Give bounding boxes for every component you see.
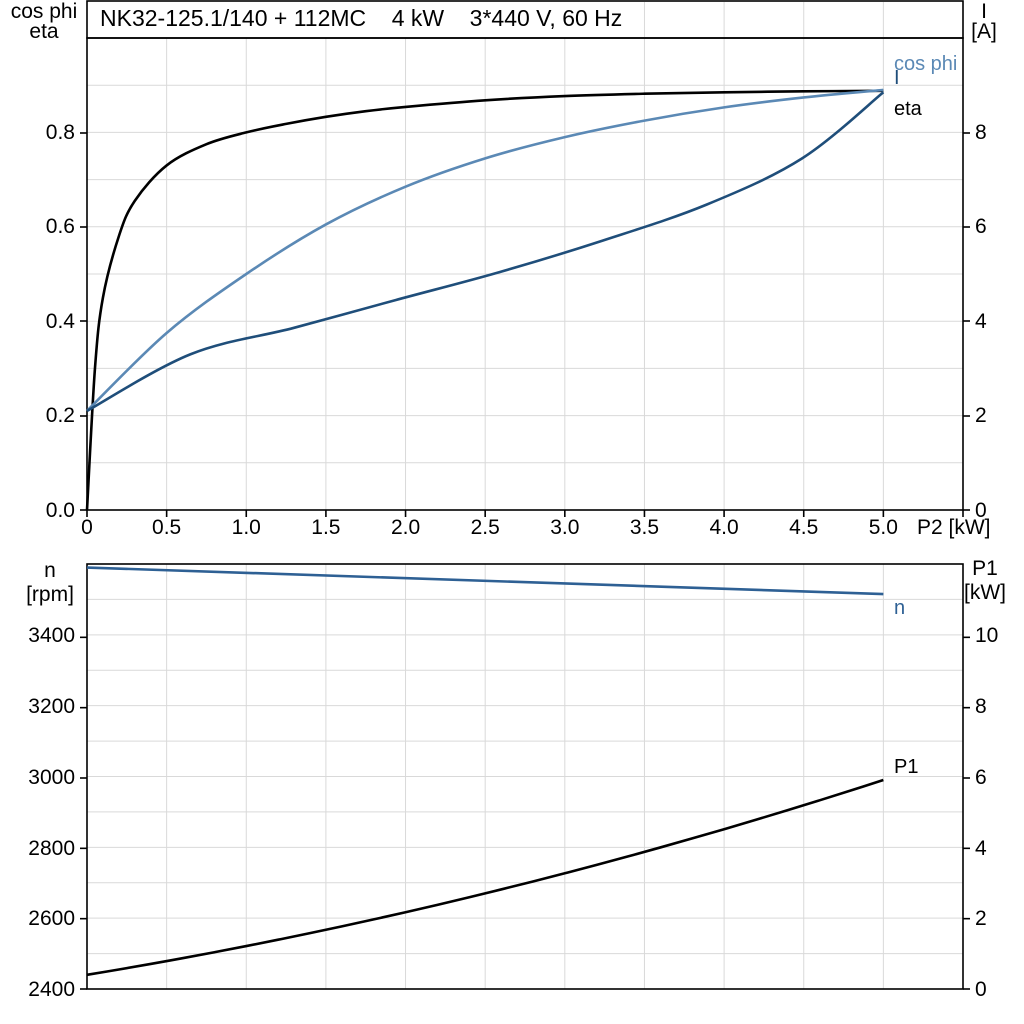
svg-text:eta: eta xyxy=(29,20,59,43)
svg-text:0: 0 xyxy=(81,516,93,539)
svg-text:3.0: 3.0 xyxy=(550,516,579,539)
svg-text:P1: P1 xyxy=(972,557,998,580)
svg-text:2.5: 2.5 xyxy=(471,516,500,539)
svg-text:n: n xyxy=(44,559,56,582)
svg-text:3200: 3200 xyxy=(28,695,75,718)
svg-text:n: n xyxy=(894,597,905,619)
svg-text:6: 6 xyxy=(975,215,987,238)
svg-text:P1: P1 xyxy=(894,756,918,778)
svg-text:0.6: 0.6 xyxy=(46,215,75,238)
svg-text:I: I xyxy=(894,67,900,89)
svg-text:0.8: 0.8 xyxy=(46,121,75,144)
svg-text:6: 6 xyxy=(975,766,987,789)
svg-text:4: 4 xyxy=(975,310,987,333)
svg-text:2800: 2800 xyxy=(28,837,75,860)
svg-text:4: 4 xyxy=(975,837,987,860)
svg-text:2: 2 xyxy=(975,404,987,427)
svg-text:0.5: 0.5 xyxy=(152,516,181,539)
svg-text:2400: 2400 xyxy=(28,978,75,1001)
svg-text:3400: 3400 xyxy=(28,624,75,647)
svg-text:1.5: 1.5 xyxy=(311,516,340,539)
svg-text:8: 8 xyxy=(975,695,987,718)
svg-text:[kW]: [kW] xyxy=(964,581,1006,604)
svg-text:4.0: 4.0 xyxy=(709,516,738,539)
svg-text:4.5: 4.5 xyxy=(789,516,818,539)
svg-text:1.0: 1.0 xyxy=(232,516,261,539)
svg-text:8: 8 xyxy=(975,121,987,144)
svg-text:0.0: 0.0 xyxy=(46,499,75,522)
svg-text:3000: 3000 xyxy=(28,766,75,789)
svg-text:0.2: 0.2 xyxy=(46,404,75,427)
svg-text:P2 [kW]: P2 [kW] xyxy=(917,516,991,539)
svg-text:[A]: [A] xyxy=(971,20,997,43)
svg-text:cos phi: cos phi xyxy=(894,53,957,75)
svg-text:eta: eta xyxy=(894,98,923,120)
svg-text:[rpm]: [rpm] xyxy=(26,583,74,606)
svg-text:5.0: 5.0 xyxy=(869,516,898,539)
svg-text:0.4: 0.4 xyxy=(46,310,76,333)
svg-text:10: 10 xyxy=(975,624,998,647)
svg-text:NK32-125.1/140 + 112MC 4 kW: NK32-125.1/140 + 112MC 4 kW 3*440 V, 60 … xyxy=(100,5,622,31)
svg-text:3.5: 3.5 xyxy=(630,516,659,539)
svg-text:2: 2 xyxy=(975,907,987,930)
svg-text:0: 0 xyxy=(975,978,987,1001)
svg-text:2600: 2600 xyxy=(28,907,75,930)
svg-text:2.0: 2.0 xyxy=(391,516,420,539)
